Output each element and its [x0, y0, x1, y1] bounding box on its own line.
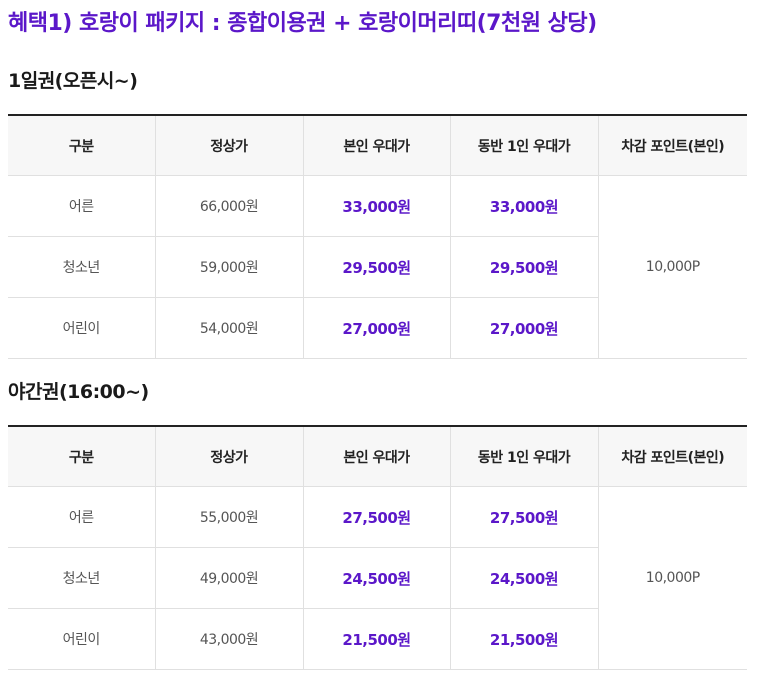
row-label: 어린이	[8, 297, 155, 359]
header-regular-price: 정상가	[154, 115, 303, 176]
self-price: 21,500원	[302, 608, 450, 670]
deduct-points: 10,000P	[597, 175, 747, 359]
table-row: 청소년 49,000원 24,500원 24,500원	[8, 547, 747, 609]
row-label: 청소년	[8, 236, 155, 298]
row-label: 어린이	[8, 608, 155, 670]
header-self-price: 본인 우대가	[302, 426, 450, 487]
row-label: 어른	[8, 486, 155, 548]
table-row: 어린이 54,000원 27,000원 27,000원	[8, 297, 747, 359]
header-points: 차감 포인트(본인)	[597, 426, 747, 487]
header-regular-price: 정상가	[154, 426, 303, 487]
companion-price: 21,500원	[449, 608, 598, 670]
self-price: 29,500원	[302, 236, 450, 298]
section-title-night-pass: 야간권(16:00~)	[8, 381, 149, 403]
header-companion-price: 동반 1인 우대가	[449, 115, 598, 176]
regular-price: 55,000원	[154, 486, 303, 548]
companion-price: 27,500원	[449, 486, 598, 548]
table-row: 어른 66,000원 33,000원 33,000원 10,000P	[8, 175, 747, 359]
header-points: 차감 포인트(본인)	[597, 115, 747, 176]
table-row: 어린이 43,000원 21,500원 21,500원	[8, 608, 747, 670]
companion-price: 27,000원	[449, 297, 598, 359]
regular-price: 59,000원	[154, 236, 303, 298]
deduct-points: 10,000P	[597, 486, 747, 670]
price-table-day-pass: 구분 정상가 본인 우대가 동반 1인 우대가 차감 포인트(본인) 어른 66…	[8, 114, 747, 359]
header-self-price: 본인 우대가	[302, 115, 450, 176]
regular-price: 54,000원	[154, 297, 303, 359]
price-table-night-pass: 구분 정상가 본인 우대가 동반 1인 우대가 차감 포인트(본인) 어른 55…	[8, 425, 747, 670]
self-price: 27,000원	[302, 297, 450, 359]
row-label: 어른	[8, 175, 155, 237]
header-companion-price: 동반 1인 우대가	[449, 426, 598, 487]
self-price: 24,500원	[302, 547, 450, 609]
row-label: 청소년	[8, 547, 155, 609]
regular-price: 66,000원	[154, 175, 303, 237]
table-row: 청소년 59,000원 29,500원 29,500원	[8, 236, 747, 298]
section-title-day-pass: 1일권(오픈시~)	[8, 70, 138, 92]
header-category: 구분	[8, 115, 155, 176]
regular-price: 43,000원	[154, 608, 303, 670]
table-header-row: 구분 정상가 본인 우대가 동반 1인 우대가 차감 포인트(본인)	[8, 426, 747, 487]
companion-price: 33,000원	[449, 175, 598, 237]
self-price: 27,500원	[302, 486, 450, 548]
table-header-row: 구분 정상가 본인 우대가 동반 1인 우대가 차감 포인트(본인)	[8, 115, 747, 176]
companion-price: 24,500원	[449, 547, 598, 609]
header-category: 구분	[8, 426, 155, 487]
table-row: 어른 55,000원 27,500원 27,500원 10,000P	[8, 486, 747, 670]
self-price: 33,000원	[302, 175, 450, 237]
companion-price: 29,500원	[449, 236, 598, 298]
page-headline: 혜택1) 호랑이 패키지 : 종합이용권 + 호랑이머리띠(7천원 상당)	[8, 11, 597, 36]
regular-price: 49,000원	[154, 547, 303, 609]
